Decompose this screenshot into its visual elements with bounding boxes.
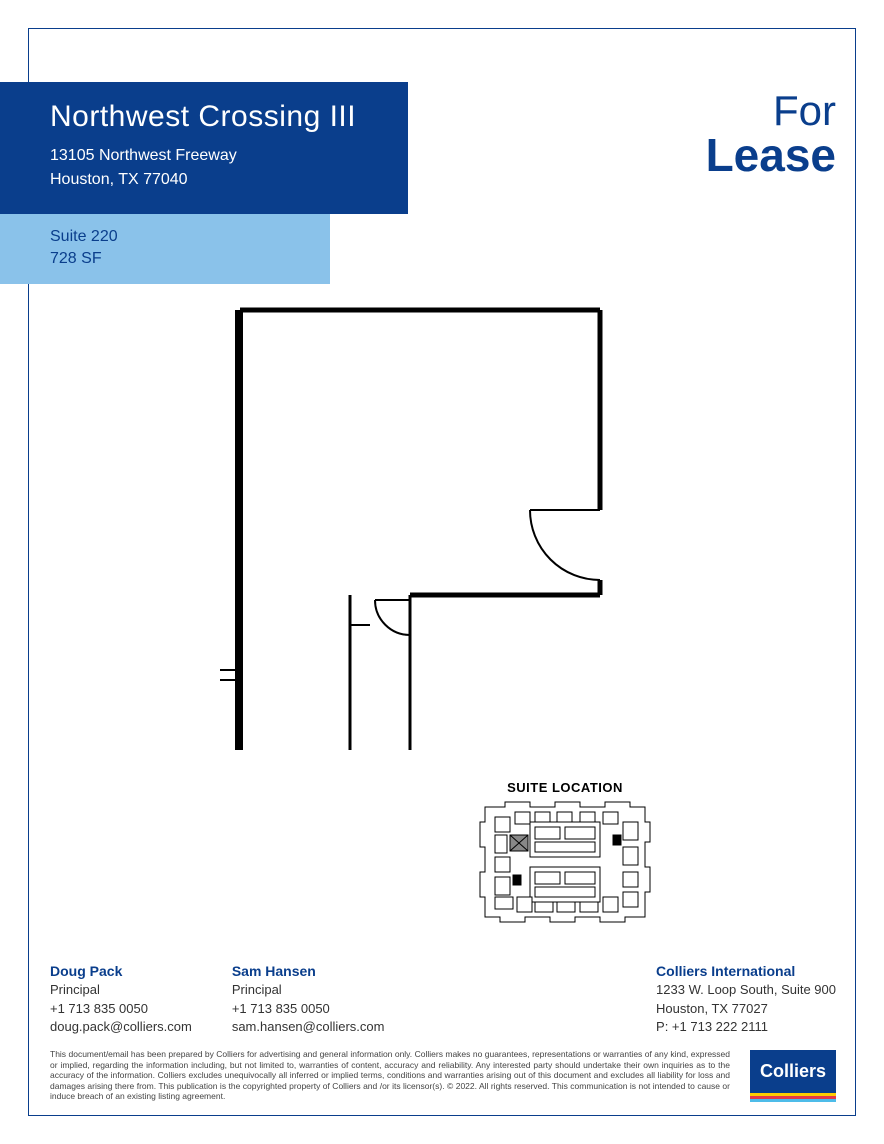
colliers-logo: Colliers: [750, 1050, 836, 1102]
company-phone: P: +1 713 222 2111: [656, 1018, 836, 1036]
company-address2: Houston, TX 77027: [656, 1000, 836, 1018]
disclaimer-text: This document/email has been prepared by…: [50, 1049, 730, 1102]
property-title-block: Northwest Crossing III 13105 Northwest F…: [0, 82, 408, 214]
company-address1: 1233 W. Loop South, Suite 900: [656, 981, 836, 999]
suite-location-label: SUITE LOCATION: [475, 780, 655, 795]
contacts-row: Doug Pack Principal +1 713 835 0050 doug…: [50, 963, 836, 1036]
property-address-line1: 13105 Northwest Freeway: [50, 144, 384, 168]
for-lease-heading: For Lease: [706, 90, 836, 178]
logo-stripe-3: [750, 1099, 836, 1102]
floorplan-diagram: [220, 300, 620, 750]
contact-1: Doug Pack Principal +1 713 835 0050 doug…: [50, 963, 192, 1036]
company-name: Colliers International: [656, 963, 836, 979]
contact-1-phone: +1 713 835 0050: [50, 1000, 192, 1018]
property-address-line2: Houston, TX 77040: [50, 168, 384, 192]
floorplan-svg: [220, 300, 620, 750]
contact-2-email: sam.hansen@colliers.com: [232, 1018, 385, 1036]
property-name: Northwest Crossing III: [50, 100, 384, 134]
suite-info-block: Suite 220 728 SF: [0, 214, 330, 284]
company-contact: Colliers International 1233 W. Loop Sout…: [656, 963, 836, 1036]
suite-sf: 728 SF: [50, 248, 306, 270]
contact-2-phone: +1 713 835 0050: [232, 1000, 385, 1018]
suite-location-map: [475, 797, 655, 927]
for-text: For: [706, 90, 836, 132]
contact-2-title: Principal: [232, 981, 385, 999]
logo-text: Colliers: [750, 1050, 836, 1093]
suite-location-block: SUITE LOCATION: [475, 780, 655, 932]
contact-1-name: Doug Pack: [50, 963, 192, 979]
contact-1-email: doug.pack@colliers.com: [50, 1018, 192, 1036]
contact-2-name: Sam Hansen: [232, 963, 385, 979]
contact-2: Sam Hansen Principal +1 713 835 0050 sam…: [232, 963, 385, 1036]
lease-text: Lease: [706, 132, 836, 178]
contact-1-title: Principal: [50, 981, 192, 999]
logo-stripes: [750, 1093, 836, 1102]
suite-number: Suite 220: [50, 226, 306, 248]
